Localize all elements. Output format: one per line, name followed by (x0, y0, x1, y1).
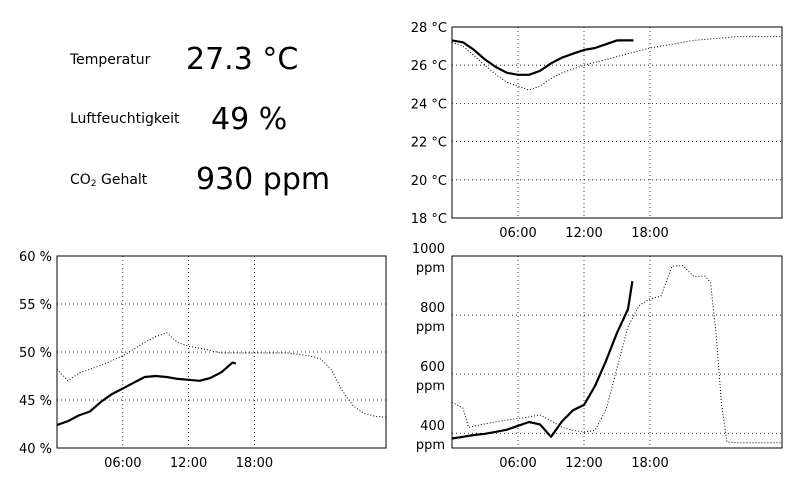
temperature-series-solid-line (451, 39, 634, 76)
humidity-series-dotted-line (56, 332, 387, 418)
y-tick-label: 22 °C (411, 136, 447, 151)
x-tick-label: 06:00 (499, 456, 536, 471)
humidity-chart-group: 40 % 45 % 50 % 55 % 60 % 06:00 12:00 18:00 (19, 250, 387, 471)
co2-label-suffix: Gehalt (96, 172, 148, 188)
temperature-chart-group: 18 °C 20 °C 22 °C 24 °C 26 °C 28 °C 06:00 12:00… (411, 21, 783, 241)
co2-label-prefix: CO (70, 172, 91, 188)
y-tick-label: 20 °C (411, 174, 447, 189)
temperature-value: 27.3 °C (186, 42, 299, 77)
y-tick-label: 600 (420, 360, 445, 375)
x-tick-label: 12:00 (170, 456, 207, 471)
y-tick-label: 55 % (19, 298, 52, 313)
x-tick-label: 06:00 (499, 226, 536, 241)
x-tick-label: 12:00 (565, 456, 602, 471)
co2-chart-group: 400 ppm 600 ppm 800 ppm 1000 ppm 06:00 12:00 18:00 (412, 242, 783, 471)
co2-value: 930 ppm (196, 162, 331, 197)
humidity-series-solid-line (56, 361, 237, 427)
x-tick-label: 18:00 (236, 456, 273, 471)
co2-series-dotted-line (451, 265, 782, 444)
readings-panel: Temperatur 27.3 °C Luftfeuchtigkeit 49 %… (0, 0, 420, 230)
x-tick-label: 12:00 (565, 226, 602, 241)
y-tick-label: 1000 (412, 242, 445, 257)
co2-label-subscript: 2 (90, 179, 97, 189)
y-tick-label-unit: ppm (416, 261, 445, 276)
y-tick-label-unit: ppm (416, 379, 445, 394)
y-tick-label: 18 °C (411, 212, 447, 227)
temperature-series-dotted-line (451, 36, 782, 91)
plot-frame (451, 255, 783, 449)
y-tick-label: 50 % (19, 346, 52, 361)
y-tick-label: 28 °C (411, 21, 447, 36)
co2-series-solid-line (451, 280, 634, 440)
y-tick-label: 40 % (19, 442, 52, 457)
y-tick-label: 400 (420, 419, 445, 434)
temperature-label: Temperatur (70, 52, 151, 68)
humidity-value: 49 % (211, 102, 288, 137)
y-tick-label: 26 °C (411, 59, 447, 74)
y-tick-label: 800 (420, 301, 445, 316)
y-tick-label: 24 °C (411, 97, 447, 112)
x-tick-label: 18:00 (631, 456, 668, 471)
x-tick-label: 06:00 (104, 456, 141, 471)
x-tick-label: 18:00 (631, 226, 668, 241)
y-tick-label-unit: ppm (416, 320, 445, 335)
y-tick-label: 45 % (19, 394, 52, 409)
humidity-label: Luftfeuchtigkeit (70, 111, 180, 127)
y-tick-label: 60 % (19, 250, 52, 265)
plot-frame (451, 26, 783, 219)
co2-label: CO2 Gehalt (70, 172, 147, 189)
y-tick-label-unit: ppm (416, 438, 445, 453)
plot-frame (56, 255, 387, 449)
